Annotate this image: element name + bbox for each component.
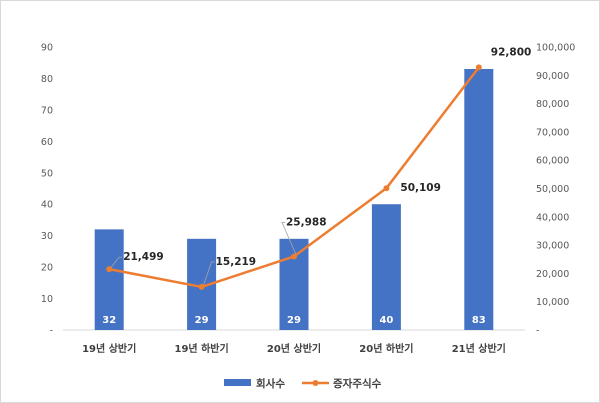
right-tick-label: 90,000 (536, 71, 569, 82)
legend-swatch-bar (224, 379, 251, 386)
bar-data-label: 32 (102, 315, 116, 326)
leader-line (110, 256, 123, 268)
right-tick-label: 30,000 (536, 241, 569, 252)
line-marker (106, 266, 113, 273)
right-tick-label: - (536, 326, 539, 337)
bar-data-label: 29 (195, 315, 209, 326)
right-axis: - 10,000 20,000 30,000 40,000 50,000 60,000 70,… (536, 43, 575, 337)
left-tick-label: 90 (41, 43, 53, 54)
left-tick-label: 70 (41, 105, 53, 116)
right-tick-label: 50,000 (536, 184, 569, 195)
left-tick-label: 80 (41, 74, 53, 85)
category-label: 21년 상반기 (452, 342, 506, 355)
line-marker (198, 283, 205, 290)
legend-label-line: 증자주식수 (333, 377, 382, 390)
line-data-label: 50,109 (400, 182, 441, 194)
right-tick-label: 60,000 (536, 156, 569, 167)
right-tick-label: 70,000 (536, 127, 569, 138)
line-data-label: 15,219 (216, 256, 257, 268)
bar-series: 32 29 29 40 83 (94, 69, 494, 330)
line-data-label: 25,988 (286, 216, 327, 228)
legend: 회사수 증자주식수 (224, 377, 382, 390)
left-tick-label: - (50, 326, 53, 337)
line-data-label: 92,800 (491, 46, 532, 58)
category-label: 20년 하반기 (359, 342, 413, 355)
bar (464, 69, 494, 330)
right-tick-label: 100,000 (536, 43, 575, 54)
left-tick-label: 40 (41, 200, 53, 211)
left-tick-label: 10 (41, 294, 53, 305)
bar-data-label: 40 (379, 315, 393, 326)
left-tick-label: 60 (41, 137, 53, 148)
right-tick-label: 10,000 (536, 297, 569, 308)
line-marker (475, 64, 482, 71)
left-tick-label: 30 (41, 231, 53, 242)
line-series: 21,499 15,219 25,988 50,109 92,800 (106, 46, 531, 290)
line-marker (291, 253, 297, 260)
category-label: 19년 상반기 (82, 342, 136, 355)
legend-label-bar: 회사수 (256, 377, 285, 390)
line-marker (383, 185, 390, 192)
right-tick-label: 40,000 (536, 212, 569, 223)
right-tick-label: 80,000 (536, 99, 569, 110)
left-tick-label: 50 (41, 168, 53, 179)
bar-data-label: 83 (472, 315, 486, 326)
category-label: 19년 하반기 (174, 342, 228, 355)
bar (94, 229, 124, 330)
right-tick-label: 20,000 (536, 269, 569, 280)
legend-swatch-marker (312, 380, 319, 386)
bar-data-label: 29 (287, 315, 301, 326)
bar (371, 204, 401, 330)
leader-line (203, 261, 215, 286)
category-labels: 19년 상반기 19년 하반기 20년 상반기 20년 하반기 21년 상반기 (82, 342, 506, 355)
line-data-label: 21,499 (123, 251, 164, 263)
category-label: 20년 상반기 (267, 342, 321, 355)
left-axis: - 10 20 30 40 50 60 70 80 90 (41, 43, 53, 337)
left-tick-label: 20 (41, 263, 53, 274)
leader-line (281, 222, 297, 255)
